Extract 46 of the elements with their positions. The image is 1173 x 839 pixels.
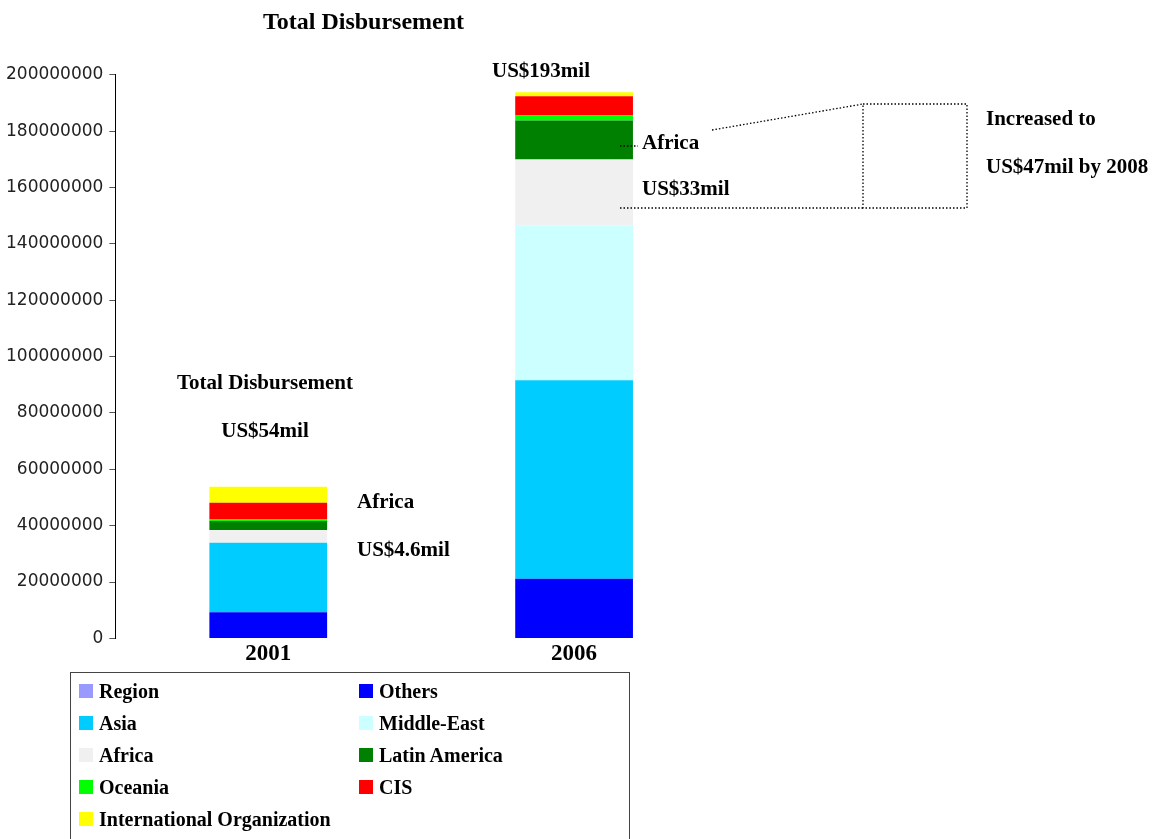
bar (209, 502, 328, 519)
y-tick-label: 160000000 (6, 175, 104, 196)
bar (515, 92, 633, 97)
legend-label: Oceania (99, 775, 169, 799)
annotation: Africa (642, 130, 700, 155)
x-tick-label: 2006 (551, 640, 598, 666)
bar (515, 578, 633, 638)
bar (209, 520, 328, 530)
annotation: Total Disbursement (177, 370, 353, 395)
bar (209, 486, 328, 503)
y-tick-label: 20000000 (16, 570, 104, 591)
y-tick-label: 60000000 (16, 457, 104, 478)
bar (515, 380, 633, 579)
y-tick-label: 80000000 (16, 401, 104, 422)
legend-label: Africa (99, 743, 154, 767)
text: Increased to (986, 106, 1096, 131)
legend-label: Asia (99, 711, 137, 735)
legend-label: Latin America (379, 743, 503, 767)
y-tick-label: 120000000 (6, 288, 104, 309)
y-tick-label: 0 (92, 626, 104, 647)
bar (209, 542, 328, 613)
bar (515, 225, 633, 381)
annotation: US$193mil (491, 58, 591, 83)
chart-title: Total Disbursement (262, 7, 465, 34)
x-tick-label: 2001 (245, 640, 292, 666)
legend-label: CIS (379, 775, 413, 799)
y-tick-label: 140000000 (6, 232, 104, 253)
bar (515, 96, 633, 116)
text: US$47mil by 2008 (986, 154, 1149, 179)
legend-label: Region (99, 679, 159, 703)
bar (515, 159, 633, 226)
bar (209, 612, 328, 638)
legend-label: Others (379, 679, 438, 703)
legend-label: Middle-East (379, 711, 485, 735)
bar (515, 115, 633, 121)
bar (515, 120, 633, 160)
legend-label: International Organization (99, 807, 331, 831)
annotation: Africa (357, 489, 415, 514)
y-tick-label: 100000000 (6, 345, 104, 366)
y-tick-label: 180000000 (6, 119, 104, 140)
y-tick-label: 40000000 (16, 514, 104, 535)
bar (209, 529, 328, 543)
annotation: US$33mil (642, 176, 730, 201)
annotation: US$4.6mil (357, 537, 450, 562)
y-tick-label: 200000000 (6, 63, 104, 84)
annotation: US$54mil (221, 418, 309, 443)
